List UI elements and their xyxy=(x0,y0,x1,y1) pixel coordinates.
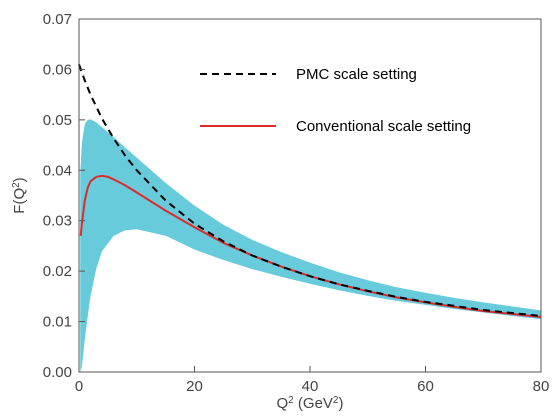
x-tick-label: 60 xyxy=(417,378,434,395)
x-tick-label: 80 xyxy=(533,378,550,395)
y-tick-label: 0.02 xyxy=(43,263,72,280)
legend-label: Conventional scale setting xyxy=(296,118,471,135)
x-axis-title: Q2 (GeV2) xyxy=(277,395,344,413)
uncertainty-band-layer xyxy=(80,119,541,373)
y-tick-label: 0.03 xyxy=(43,213,72,230)
y-tick-label: 0.07 xyxy=(43,11,72,28)
series-line-pmc xyxy=(78,64,542,317)
y-tick-label: 0.01 xyxy=(43,314,72,331)
tick-layer: 0 20 40 60 80 0.00 0.01 0.02 0.03 0.04 0.05 0.06 0.0… xyxy=(43,11,550,395)
x-axis-title-text: Q2 (GeV2) xyxy=(277,395,344,413)
y-tick-label: 0.06 xyxy=(43,61,72,78)
legend-label: PMC scale setting xyxy=(296,66,417,83)
x-tick-label: 40 xyxy=(302,378,319,395)
y-tick-label: 0.04 xyxy=(43,162,72,179)
uncertainty-band xyxy=(80,119,541,373)
y-axis-title-text: F(Q2) xyxy=(11,177,29,213)
x-tick-label: 0 xyxy=(75,378,83,395)
legend: PMC scale setting Conventional scale sett… xyxy=(200,66,471,135)
y-axis-title: F(Q2) xyxy=(11,177,29,213)
y-tick-label: 0.00 xyxy=(43,364,72,381)
y-tick-label: 0.05 xyxy=(43,112,72,129)
series-layer xyxy=(78,64,542,318)
x-tick-label: 20 xyxy=(186,378,203,395)
